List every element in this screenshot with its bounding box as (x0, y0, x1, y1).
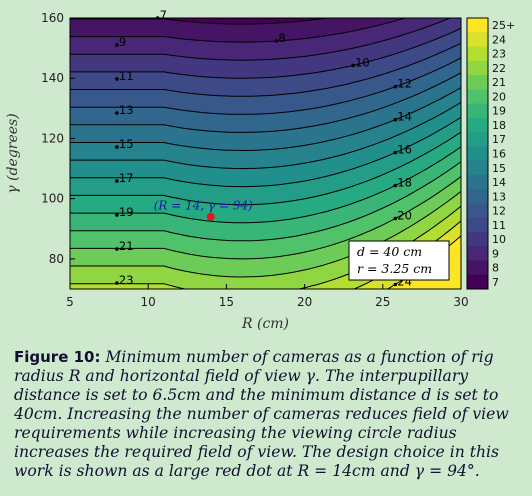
colorbar-band-12 (467, 203, 488, 219)
contour-label-left-21-dot (115, 247, 119, 251)
contour-label-left-19: 19 (119, 205, 134, 219)
colorbar-frame (466, 17, 489, 290)
y-axis-label: γ (degrees) (5, 113, 21, 193)
contour-label-right-12-dot (393, 84, 398, 89)
figure-caption: Figure 10: Minimum number of cameras as … (14, 348, 522, 481)
colorbar-label-17: 17 (492, 133, 506, 146)
colorbar-label-16: 16 (492, 148, 506, 161)
contour-label-right-20: 20 (397, 209, 412, 223)
colorbar-label-21: 21 (492, 76, 506, 89)
colorbar-band-13 (467, 189, 488, 204)
colorbar-label-23: 23 (492, 48, 506, 61)
colorbar-label-25+: 25+ (492, 19, 515, 32)
colorbar-band-19 (467, 103, 488, 119)
colorbar-label-15: 15 (492, 162, 506, 175)
caption-label: Figure 10: (14, 348, 101, 366)
contour-label-right-24-dot (393, 282, 398, 287)
x-tick-label-25: 25 (375, 295, 390, 309)
colorbar-band-8 (467, 260, 488, 276)
x-tick-label-15: 15 (219, 295, 234, 309)
colorbar-band-20 (467, 89, 488, 105)
colorbar-label-13: 13 (492, 190, 506, 203)
colorbar-band-22 (467, 60, 488, 76)
colorbar-label-14: 14 (492, 176, 506, 189)
contour-label-left-9: 9 (119, 35, 126, 49)
colorbar-label-19: 19 (492, 105, 506, 118)
colorbar-label-9: 9 (492, 247, 499, 260)
contour-label-left-23: 23 (119, 273, 134, 287)
colorbar-label-11: 11 (492, 219, 506, 232)
x-tick-label-30: 30 (453, 295, 468, 309)
colorbar-label-22: 22 (492, 62, 506, 75)
contour-label-right-8: 8 (278, 31, 285, 45)
plot-frame (69, 17, 462, 290)
contour-label-right-16: 16 (397, 143, 412, 157)
params-box (348, 240, 450, 281)
design-point-marker (206, 212, 215, 221)
contour-label-right-14: 14 (397, 110, 412, 124)
colorbar-label-10: 10 (492, 233, 506, 246)
colorbar-label-8: 8 (492, 262, 499, 275)
colorbar-label-24: 24 (492, 33, 506, 46)
colorbar-band-16 (467, 146, 488, 162)
colorbar-band-11 (467, 217, 488, 233)
design-point-label: (R = 14, γ = 94) (154, 199, 253, 213)
contour-label-right-18: 18 (397, 176, 412, 190)
colorbar-label-12: 12 (492, 205, 506, 218)
contour-label-right-20-dot (393, 216, 398, 221)
contour-label-left-9-dot (115, 43, 119, 47)
contour-label-left-13: 13 (119, 103, 134, 117)
caption-text: Minimum number of cameras as a function … (14, 348, 509, 480)
contour-label-right-18-dot (393, 183, 398, 188)
contour-label-left-19-dot (115, 213, 119, 217)
contour-label-right-12: 12 (397, 77, 412, 91)
colorbar-band-18 (467, 117, 488, 133)
contour-label-left-11-dot (115, 77, 119, 81)
contour-label-left-21: 21 (119, 239, 134, 253)
params-line-1: d = 40 cm (357, 244, 422, 259)
y-tick-label-100: 100 (41, 192, 64, 206)
y-tick-label-160: 160 (41, 11, 64, 25)
colorbar-band-23 (467, 46, 488, 62)
contour-label-left-11: 11 (119, 69, 134, 83)
colorbar-label-7: 7 (492, 276, 499, 289)
colorbar-band-21 (467, 75, 488, 90)
contour-label-right-16-dot (393, 150, 398, 155)
contour-7 (70, 18, 331, 25)
colorbar-band-7 (467, 274, 488, 290)
colorbar-band-9 (467, 246, 488, 261)
colorbar-label-20: 20 (492, 90, 506, 103)
params-line-2: r = 3.25 cm (357, 261, 432, 276)
y-tick-label-120: 120 (41, 131, 64, 145)
x-axis-label: R (cm) (241, 316, 289, 332)
contour-label-right-7-dot (155, 16, 160, 20)
contour-chart: 911131517192123781012141618202224(R = 14… (5, 8, 515, 332)
contour-label-left-15: 15 (119, 137, 134, 151)
contour-label-left-23-dot (115, 281, 119, 285)
x-tick-label-10: 10 (141, 295, 156, 309)
contour-8 (70, 18, 408, 43)
colorbar-label-18: 18 (492, 119, 506, 132)
y-tick-label-140: 140 (41, 71, 64, 85)
colorbar-band-14 (467, 174, 488, 190)
colorbar-band-17 (467, 132, 488, 147)
y-tick-label-80: 80 (49, 252, 64, 266)
colorbar-band-10 (467, 231, 488, 247)
contour-label-right-14-dot (393, 117, 398, 122)
colorbar-band-15 (467, 160, 488, 176)
colorbar-band-24 (467, 32, 488, 48)
colorbar-band-25+ (467, 18, 488, 33)
x-tick-label-5: 5 (66, 295, 74, 309)
contour-label-left-15-dot (115, 145, 119, 149)
contour-label-left-17-dot (115, 179, 119, 183)
contour-label-left-17: 17 (119, 171, 134, 185)
contour-label-left-13-dot (115, 111, 119, 115)
contour-label-right-10: 10 (355, 55, 370, 69)
contour-label-right-7: 7 (160, 8, 167, 22)
x-tick-label-20: 20 (297, 295, 312, 309)
contour-label-right-10-dot (351, 63, 355, 68)
contour-label-right-8-dot (274, 39, 279, 43)
